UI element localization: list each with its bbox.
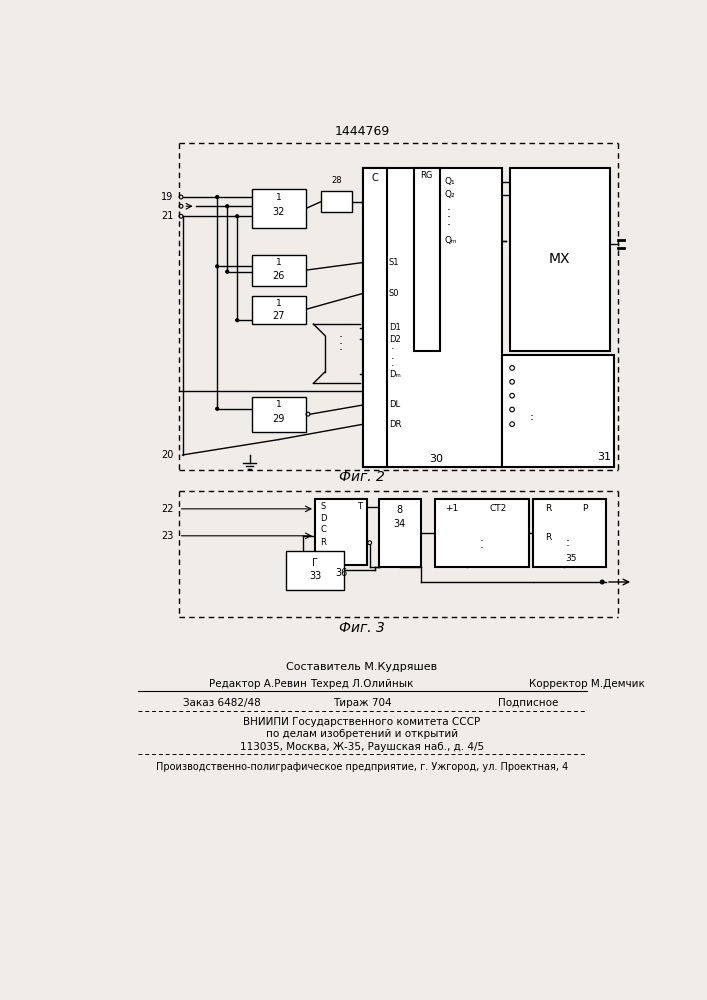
Text: +1: +1 xyxy=(445,504,458,513)
Text: S: S xyxy=(320,502,326,511)
Text: D1: D1 xyxy=(389,323,401,332)
Text: R: R xyxy=(545,504,551,513)
Bar xyxy=(363,168,387,466)
Text: ·: · xyxy=(447,204,450,217)
Text: 8: 8 xyxy=(397,505,403,515)
Text: 33: 33 xyxy=(309,571,321,581)
Text: Фиг. 2: Фиг. 2 xyxy=(339,470,385,484)
Text: ·: · xyxy=(566,540,570,553)
Text: Корректор М.Демчик: Корректор М.Демчик xyxy=(529,679,645,689)
Text: ·: · xyxy=(447,219,450,232)
Text: ·: · xyxy=(391,354,395,364)
Text: МХ: МХ xyxy=(549,252,571,266)
Text: Заказ 6482/48: Заказ 6482/48 xyxy=(182,698,260,708)
Bar xyxy=(252,255,305,286)
Bar xyxy=(252,189,305,228)
Circle shape xyxy=(216,195,218,199)
Text: RG: RG xyxy=(421,171,433,180)
Text: Техред Л.Олийнык: Техред Л.Олийнык xyxy=(310,679,414,689)
Text: 19: 19 xyxy=(161,192,173,202)
Text: ·: · xyxy=(447,211,450,224)
Text: DR: DR xyxy=(389,420,402,429)
Text: R: R xyxy=(545,533,551,542)
Text: ·: · xyxy=(339,338,342,351)
Text: 21: 21 xyxy=(161,211,173,221)
Text: C: C xyxy=(372,173,378,183)
Text: 35: 35 xyxy=(565,554,577,563)
Circle shape xyxy=(235,215,239,218)
Text: 36: 36 xyxy=(335,568,347,578)
Text: ВНИИПИ Государственного комитета СССР: ВНИИПИ Государственного комитета СССР xyxy=(243,717,481,727)
Text: 32: 32 xyxy=(273,207,285,217)
Text: 1: 1 xyxy=(276,299,281,308)
Bar xyxy=(321,191,352,212)
Text: по делам изобретений и открытий: по делам изобретений и открытий xyxy=(266,729,458,739)
Text: 1: 1 xyxy=(276,192,281,202)
Text: 29: 29 xyxy=(273,414,285,424)
Text: ·: · xyxy=(480,542,484,555)
Text: ·: · xyxy=(530,410,533,423)
Text: Тираж 704: Тираж 704 xyxy=(332,698,391,708)
Text: 26: 26 xyxy=(273,271,285,281)
Text: 22: 22 xyxy=(160,504,173,514)
Circle shape xyxy=(235,319,239,322)
Text: P: P xyxy=(582,504,588,513)
Text: ·: · xyxy=(566,535,570,548)
Text: 113035, Москва, Ж-35, Раушская наб., д. 4/5: 113035, Москва, Ж-35, Раушская наб., д. … xyxy=(240,742,484,752)
Bar xyxy=(510,168,610,351)
Text: Подписное: Подписное xyxy=(498,698,559,708)
Text: R: R xyxy=(320,538,326,547)
Text: 27: 27 xyxy=(272,311,285,321)
Text: CT2: CT2 xyxy=(490,504,507,513)
Text: D: D xyxy=(320,514,327,523)
Bar xyxy=(286,551,344,590)
Circle shape xyxy=(226,270,229,273)
Text: ·: · xyxy=(339,344,342,357)
Circle shape xyxy=(216,265,218,268)
Text: Q₂: Q₂ xyxy=(444,190,455,199)
Text: ·: · xyxy=(391,344,395,354)
Text: S0: S0 xyxy=(389,289,399,298)
Bar xyxy=(533,499,606,567)
Text: 20: 20 xyxy=(161,450,173,460)
Text: ·: · xyxy=(339,331,342,344)
Text: Фиг. 3: Фиг. 3 xyxy=(339,621,385,635)
Text: ·: · xyxy=(480,535,484,548)
Text: 1: 1 xyxy=(276,400,281,409)
Text: Q₁: Q₁ xyxy=(444,177,455,186)
Bar xyxy=(315,499,368,565)
Text: Производственно-полиграфическое предприятие, г. Ужгород, ул. Проектная, 4: Производственно-полиграфическое предприя… xyxy=(156,762,568,772)
Text: T: T xyxy=(357,502,362,511)
Text: 1: 1 xyxy=(276,258,281,267)
Bar xyxy=(252,296,305,324)
Text: 30: 30 xyxy=(430,454,444,464)
Text: D2: D2 xyxy=(389,335,401,344)
Text: 28: 28 xyxy=(332,176,342,185)
Text: 23: 23 xyxy=(161,531,173,541)
Text: 34: 34 xyxy=(394,519,406,529)
Bar xyxy=(502,355,614,466)
Text: ·: · xyxy=(530,414,533,427)
Text: Qₘ: Qₘ xyxy=(444,236,457,245)
Text: Г: Г xyxy=(312,558,318,568)
Bar xyxy=(414,168,440,351)
Text: 31: 31 xyxy=(597,452,612,462)
Text: ·: · xyxy=(391,361,395,371)
Text: 1444769: 1444769 xyxy=(334,125,390,138)
Bar xyxy=(252,397,305,432)
Bar xyxy=(363,168,502,466)
Circle shape xyxy=(216,407,218,410)
Circle shape xyxy=(226,205,229,208)
Bar xyxy=(435,499,529,567)
Text: Редактор А.Ревин: Редактор А.Ревин xyxy=(209,679,308,689)
Text: Dₘ: Dₘ xyxy=(389,370,401,379)
Text: C: C xyxy=(320,525,326,534)
Text: S1: S1 xyxy=(389,258,399,267)
Text: Составитель М.Кудряшев: Составитель М.Кудряшев xyxy=(286,662,438,672)
Text: DL: DL xyxy=(389,400,400,409)
Bar xyxy=(379,499,421,567)
Circle shape xyxy=(600,580,604,584)
